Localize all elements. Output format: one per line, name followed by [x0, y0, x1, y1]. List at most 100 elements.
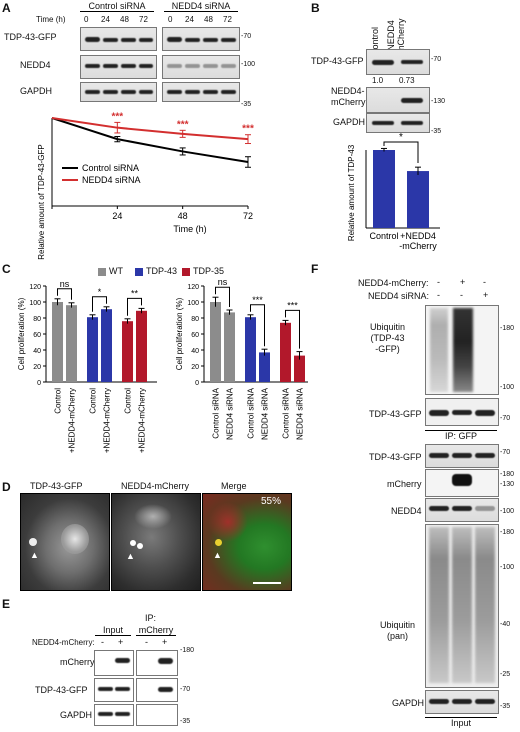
y-tick-label: 20 — [33, 364, 41, 371]
legend-label: Control siRNA — [82, 163, 139, 173]
quant-073: 0.73 — [399, 76, 415, 85]
panel-label-a: A — [2, 1, 11, 15]
b-row-nedd4mcherry: NEDD4- mCherry — [331, 86, 366, 107]
y-tick-label: 0 — [37, 380, 41, 387]
y-axis-label: Relative amount of TDP-43 — [347, 144, 356, 241]
blot-f-ip-tdp — [425, 398, 499, 426]
time-48-b: 48 — [204, 15, 213, 24]
header-nedd4-sirna: NEDD4 siRNA — [164, 1, 238, 12]
x-category-label: NEDD4 siRNA — [226, 387, 235, 440]
mw-e-70: -70 — [180, 686, 191, 693]
f-ub-tdp-label: Ubiquitin (TDP-43 -GFP) — [370, 322, 406, 354]
micro-merge: ▲ 55% — [202, 493, 292, 591]
mw-a-70: -70 — [241, 33, 252, 40]
x-category-label: NEDD4 siRNA — [296, 387, 305, 440]
blot-f-input-tdp — [425, 444, 499, 468]
blot-f-ub-tdp — [425, 305, 499, 395]
f-input: Input — [425, 717, 497, 728]
mw-a-35: -35 — [241, 101, 252, 108]
bar — [66, 305, 77, 382]
e-cond-label: NEDD4-mCherry: — [32, 638, 95, 647]
f-s1-2: + — [460, 277, 466, 287]
f-s2-1: - — [437, 290, 440, 300]
blot-e-input-mcherry — [94, 650, 134, 676]
x-category-label: Control siRNA — [282, 387, 291, 438]
x-category-label: NEDD4 siRNA — [261, 387, 270, 440]
significance-mark: *** — [287, 300, 298, 310]
significance-bracket — [92, 296, 107, 312]
mw-f-130: -130 — [500, 481, 515, 488]
d-title-merge: Merge — [221, 481, 247, 491]
y-tick-label: 60 — [191, 332, 199, 339]
y-axis-label: Cell proliferation (%) — [17, 297, 26, 370]
e-ip: IP: — [145, 613, 157, 623]
blot-f-ub-pan — [425, 524, 499, 688]
f-tdp-label: TDP-43-GFP — [369, 409, 422, 419]
mw-f-180a: -180 — [500, 325, 515, 332]
x-category-label: +NEDD4 — [400, 231, 436, 241]
panel-b-bar-chart: * Control +NEDD4-mCherry Relative amount of… — [347, 132, 440, 251]
bar — [245, 317, 256, 382]
significance-mark: *** — [177, 119, 189, 130]
f-s1-1: - — [437, 277, 440, 287]
f-s2-2: - — [460, 290, 463, 300]
y-tick-label: 40 — [33, 348, 41, 355]
x-category-label: Control — [124, 388, 133, 414]
time-72: 72 — [139, 15, 148, 24]
y-tick-label: 120 — [29, 284, 41, 291]
x-category-label: Control — [89, 388, 98, 414]
bar — [373, 150, 395, 228]
significance-bracket — [215, 286, 230, 307]
e-sign-3: - — [145, 637, 148, 647]
blot-f-mcherry — [425, 469, 499, 497]
bar — [136, 310, 147, 382]
e-sign-4: + — [162, 637, 168, 647]
blot-a-gapdh-nedd — [162, 82, 240, 102]
significance-mark: ** — [131, 288, 139, 298]
y-tick-label: 80 — [191, 316, 199, 323]
x-category-label: +NEDD4-mCherry — [68, 388, 77, 453]
legend-label: NEDD4 siRNA — [82, 175, 141, 185]
mw-b-130: -130 — [431, 98, 446, 105]
y-axis-label: Cell proliferation (%) — [175, 297, 184, 370]
mw-f-180c: -180 — [500, 529, 515, 536]
d-title-tdp43gfp: TDP-43-GFP — [30, 481, 83, 491]
significance-mark: *** — [111, 111, 123, 122]
time-24-b: 24 — [185, 15, 194, 24]
x-category-label: Control siRNA — [247, 387, 256, 438]
f-cond2: NEDD4 siRNA: — [368, 291, 430, 301]
blot-a-tdp-nedd — [162, 27, 240, 51]
mw-f-70a: -70 — [500, 415, 511, 422]
y-tick-label: 120 — [187, 284, 199, 291]
mw-b-35: -35 — [431, 128, 442, 135]
bar — [259, 352, 270, 382]
f-s2-3: + — [483, 290, 489, 300]
legend-swatch-wt — [98, 268, 106, 276]
significance-mark: *** — [252, 295, 263, 305]
y-tick-label: 100 — [187, 300, 199, 307]
mw-f-180b: -180 — [500, 471, 515, 478]
legend-tdp35: TDP-35 — [193, 266, 225, 276]
x-category-label: Control — [369, 231, 398, 241]
f-ip-gfp: IP: GFP — [425, 430, 497, 441]
blot-f-nedd4 — [425, 498, 499, 522]
row-label-nedd4: NEDD4 — [20, 60, 51, 70]
significance-mark: ns — [60, 279, 70, 289]
merge-percent: 55% — [261, 496, 282, 507]
bar — [122, 321, 133, 382]
bar — [210, 302, 221, 382]
bar — [101, 309, 112, 382]
mw-f-40: -40 — [500, 621, 511, 628]
x-category-label: -mCherry — [399, 241, 437, 251]
significance-bracket — [383, 141, 419, 164]
mw-f-100b: -100 — [500, 508, 515, 515]
panel-label-f: F — [311, 262, 319, 276]
time-72-b: 72 — [223, 15, 232, 24]
legend-tdp43: TDP-43 — [146, 266, 178, 276]
significance-mark: * — [98, 287, 102, 297]
panel-a-line-chart: 24 48 72 Time (h) Relative amount of TDP-43-… — [37, 111, 254, 259]
x-axis-label: Time (h) — [173, 224, 206, 234]
blot-a-nedd4-nedd — [162, 55, 240, 79]
arrowhead-icon: ▲ — [213, 550, 222, 560]
legend-swatch-tdp43 — [135, 268, 143, 276]
